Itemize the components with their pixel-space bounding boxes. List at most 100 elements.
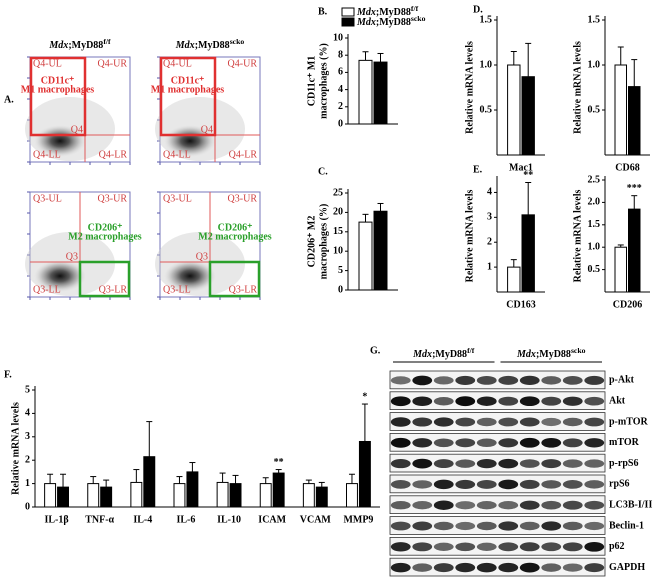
y-tick-label: 1.0	[588, 59, 601, 70]
y-axis-label: macrophages (%)	[318, 204, 329, 280]
y-tick-label: 10	[333, 245, 343, 256]
bar	[100, 486, 113, 508]
row-label: p-rpS6	[609, 458, 638, 469]
band	[519, 437, 540, 448]
band	[519, 542, 540, 552]
legend-label: Mdx;MyD88f/f	[356, 4, 419, 19]
error-bar	[348, 473, 355, 484]
population-label: CD206⁺	[88, 222, 123, 233]
y-tick-label: 1.5	[480, 14, 493, 25]
error-bar	[510, 259, 517, 268]
band	[390, 459, 411, 469]
gene: ;MyD88	[195, 40, 230, 51]
error-bar	[377, 52, 384, 63]
gate-box	[208, 260, 261, 298]
band	[584, 541, 605, 552]
band	[476, 376, 497, 385]
significance: ***	[627, 183, 642, 194]
strain: Mdx	[356, 17, 376, 28]
y-tick-label: 2	[487, 237, 492, 248]
event-cloud	[164, 125, 216, 157]
population-label: CD206⁺	[218, 222, 253, 233]
x-tick-label: TNF-α	[85, 514, 114, 525]
gene: ;MyD88	[376, 17, 411, 28]
y-tick-label: 1.5	[588, 219, 601, 230]
error-bar	[103, 479, 110, 488]
error-bar	[60, 473, 67, 488]
band	[390, 437, 411, 448]
genotype: scko	[571, 346, 586, 355]
population-label: CD11c⁺	[41, 75, 75, 86]
legend-label: Mdx;MyD88scko	[356, 14, 426, 29]
band	[476, 417, 497, 427]
band	[455, 459, 476, 468]
band	[412, 521, 433, 531]
panel-label: D.	[473, 4, 483, 15]
panel-label: G.	[370, 345, 381, 356]
error-bar	[631, 195, 638, 210]
band	[476, 396, 497, 406]
band	[412, 563, 433, 572]
quadrant-label: Q4-UL	[33, 58, 62, 69]
panel-label: E.	[473, 164, 483, 175]
band	[476, 501, 497, 510]
band	[584, 438, 605, 448]
band	[476, 562, 497, 573]
band	[433, 521, 454, 531]
error-bar	[318, 481, 325, 488]
x-tick-label: IL-1β	[44, 514, 68, 525]
error-bar	[146, 421, 153, 457]
bar	[143, 456, 156, 508]
band	[433, 563, 454, 573]
band	[519, 500, 540, 510]
band	[455, 479, 476, 489]
x-tick-label: IL-10	[217, 514, 241, 525]
y-tick-label: 0.5	[480, 104, 493, 115]
gate-label: Q3	[66, 251, 78, 262]
band	[519, 562, 540, 573]
band	[412, 417, 433, 427]
error-bar	[133, 469, 140, 483]
band	[498, 438, 519, 448]
y-axis-label: macrophages (%)	[318, 43, 329, 119]
band	[455, 417, 476, 427]
band	[541, 480, 562, 489]
quadrant-label: Q4-LL	[163, 149, 191, 160]
band	[433, 542, 454, 551]
bar	[614, 64, 627, 156]
quadrant-label: Q3-LR	[229, 284, 258, 295]
y-tick-label: 1.0	[480, 59, 493, 70]
quadrant-label: Q3-LR	[99, 284, 128, 295]
y-tick-label: 1	[25, 478, 30, 489]
y-axis-label: CD11c⁺ M1	[306, 56, 317, 107]
x-tick-label: VCAM	[300, 514, 332, 525]
band	[390, 376, 411, 385]
y-tick-label: 1	[487, 261, 492, 272]
band	[412, 458, 433, 469]
error-bar	[47, 473, 54, 484]
y-tick-label: 2	[338, 101, 343, 112]
bar	[259, 483, 272, 508]
y-tick-label: 1.0	[588, 241, 601, 252]
band	[476, 521, 497, 531]
band	[433, 479, 454, 490]
band	[498, 542, 519, 552]
y-tick-label: 2.0	[588, 197, 601, 208]
row-label: GAPDH	[609, 562, 645, 573]
quadrant-label: Q3-UR	[98, 193, 128, 204]
x-tick-label: CD68	[615, 162, 639, 173]
error-bar	[361, 403, 368, 442]
y-tick-label: 0	[338, 284, 343, 295]
band	[562, 417, 583, 427]
band	[584, 396, 605, 406]
significance: **	[274, 457, 284, 468]
quadrant-label: Q3-UL	[163, 193, 192, 204]
band	[541, 500, 562, 510]
band	[498, 501, 519, 510]
band	[390, 562, 411, 573]
column-title: Mdx;MyD88scko	[175, 37, 245, 52]
bar	[507, 64, 521, 156]
band	[476, 479, 497, 489]
panel-label: A.	[4, 94, 14, 105]
band	[390, 480, 411, 489]
